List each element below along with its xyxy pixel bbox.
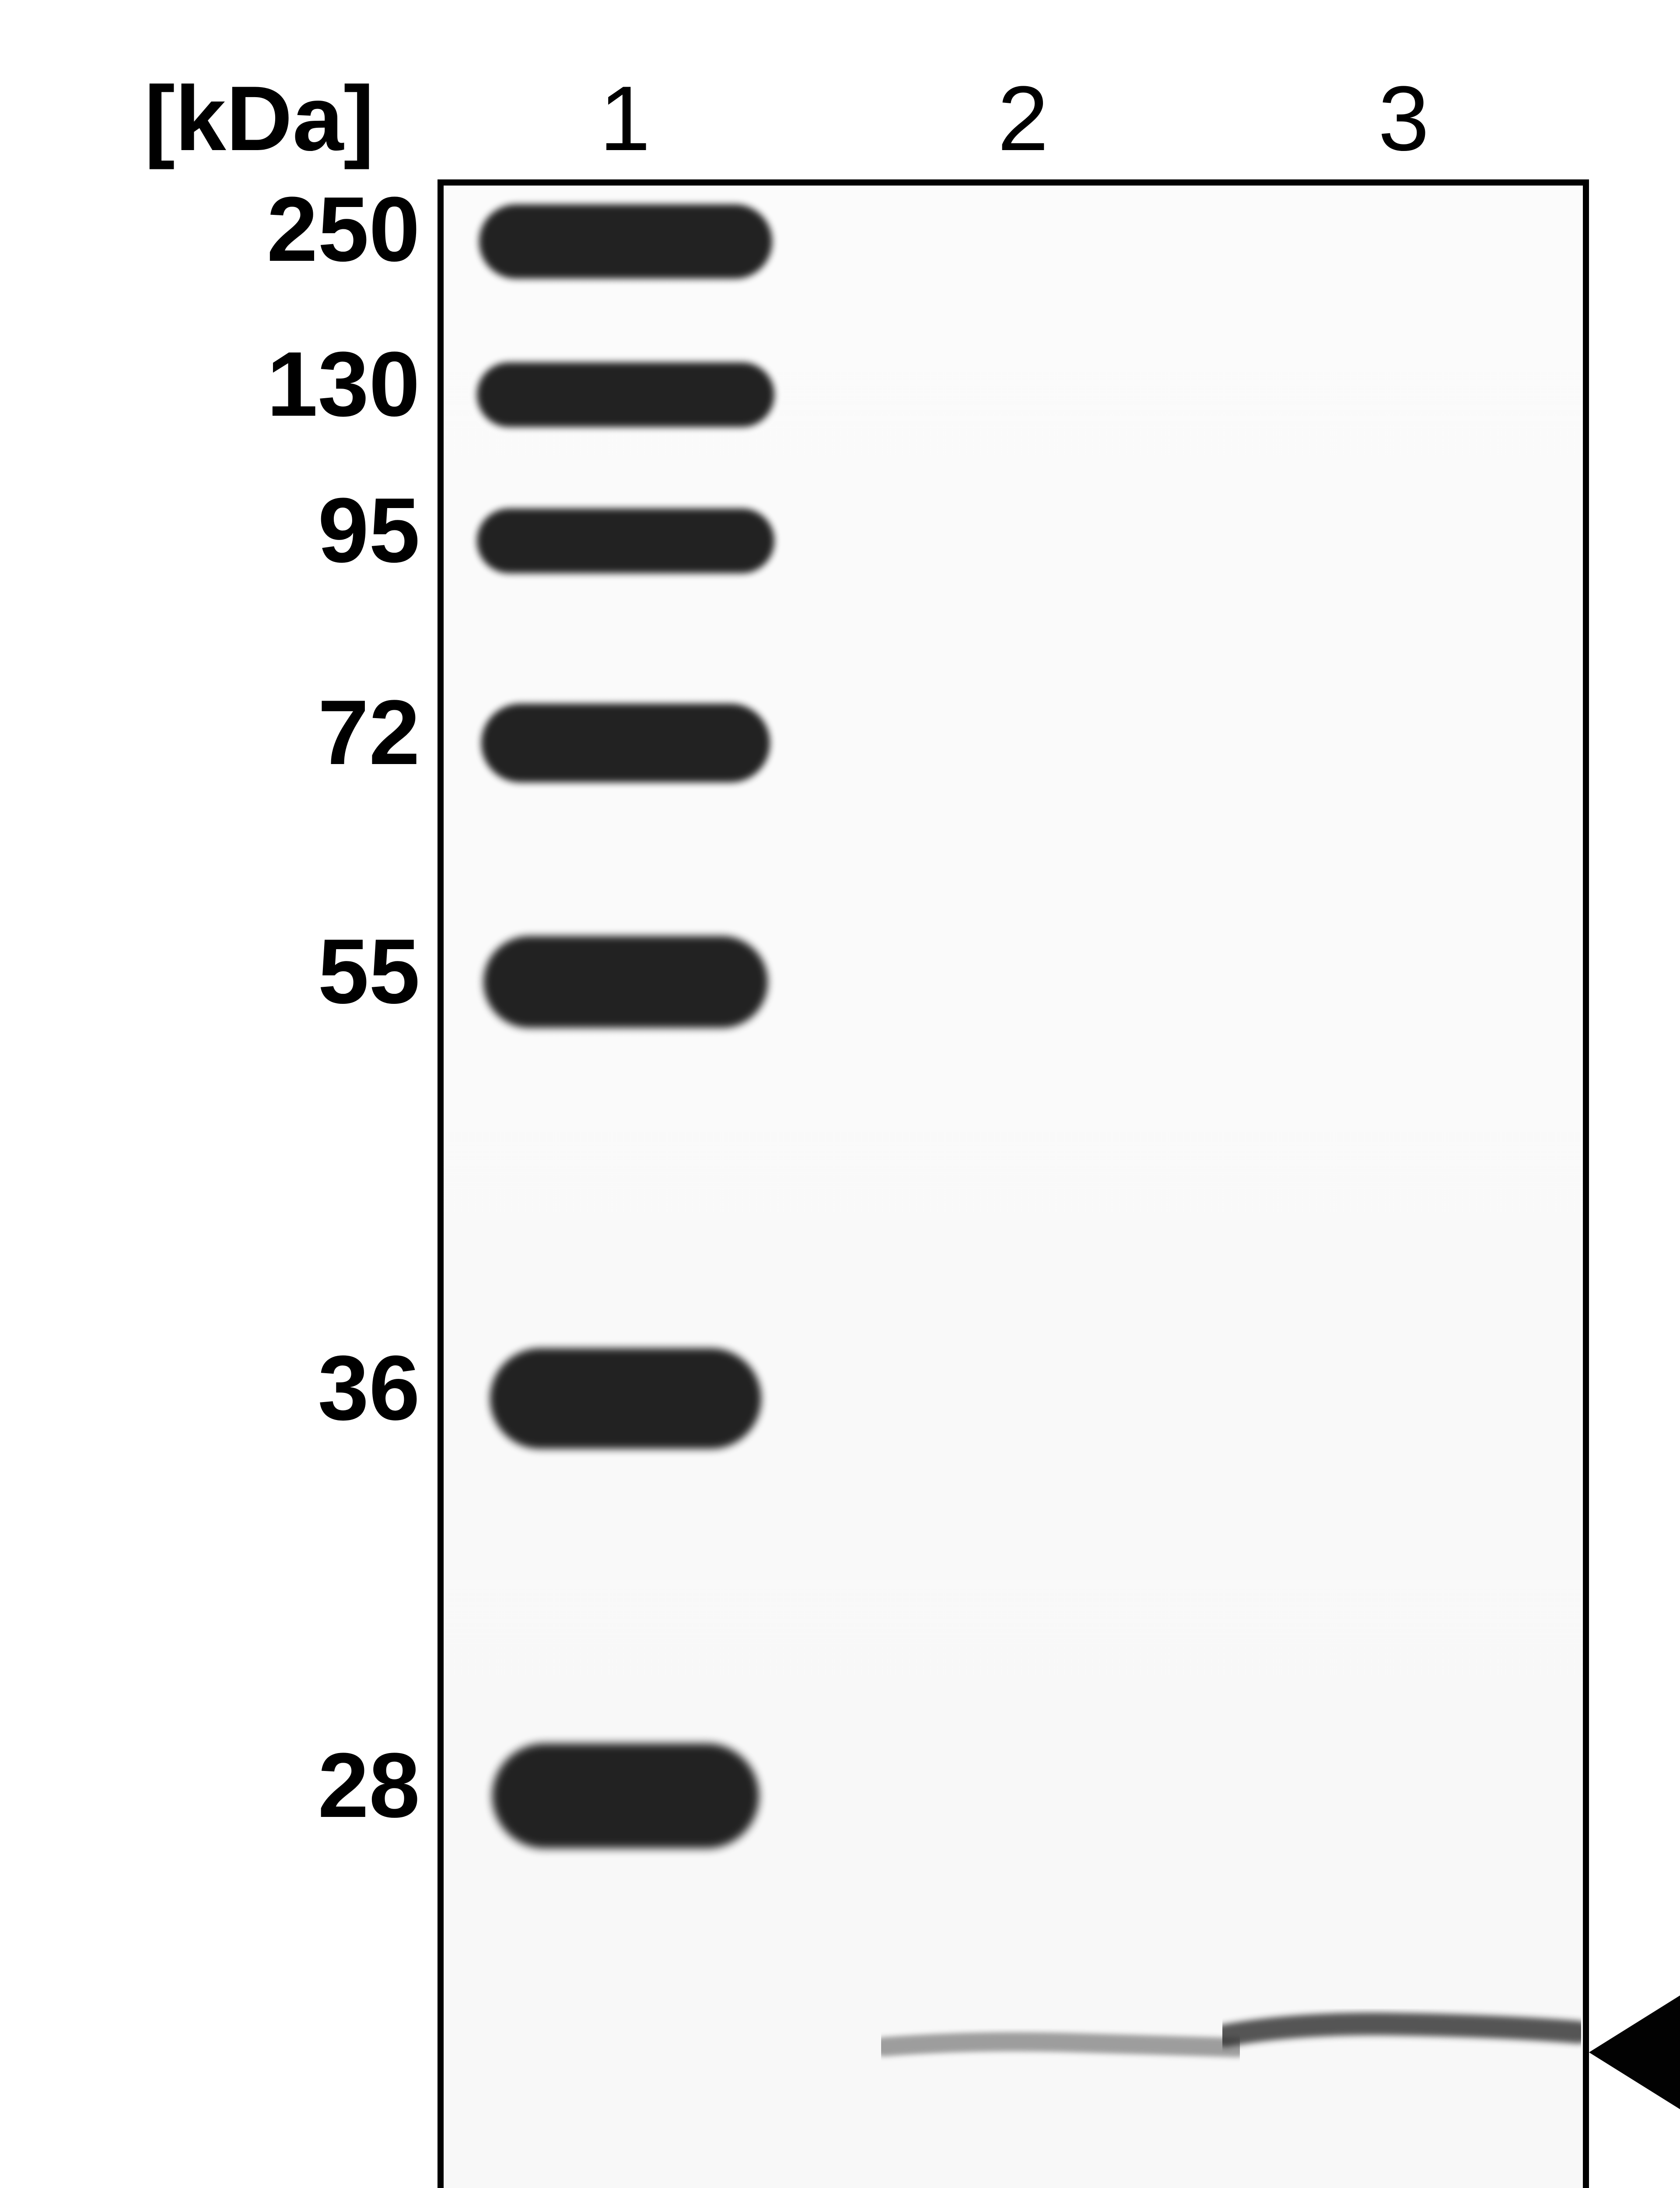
band-lane2-path	[884, 2042, 1237, 2048]
ladder-band-4	[483, 936, 768, 1028]
target-arrowhead-icon	[1589, 1987, 1680, 2118]
ladder-lane	[0, 0, 1680, 2188]
band-lane3-path	[1225, 2024, 1578, 2036]
ladder-band-3	[481, 704, 770, 782]
ladder-band-1	[477, 362, 774, 427]
sample-band-lane2	[881, 2028, 1240, 2076]
sample-band-lane3	[1222, 2009, 1581, 2065]
western-blot-figure: [kDa] 1 2 3 250 130 95 72 55 36 28 17 10	[0, 0, 1680, 2188]
ladder-band-2	[477, 508, 774, 573]
ladder-band-0	[479, 204, 772, 279]
ladder-band-6	[492, 1743, 759, 1848]
ladder-band-5	[490, 1348, 761, 1449]
